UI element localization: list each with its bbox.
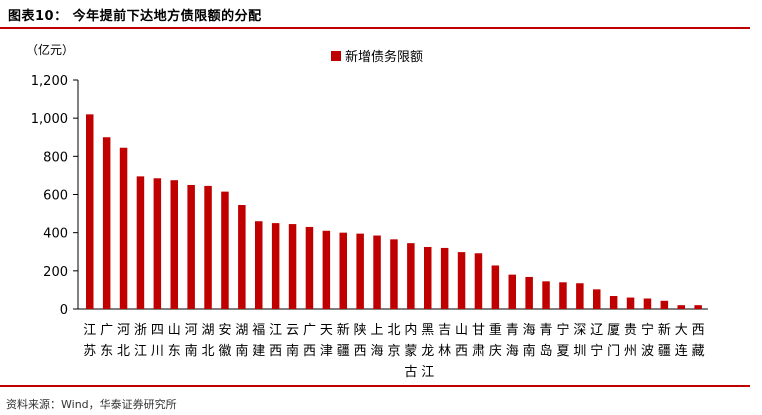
bar bbox=[390, 239, 398, 309]
x-category-label: 吉林 bbox=[438, 323, 451, 359]
y-axis: 0 200 400 600 800 1,000 1,200 bbox=[31, 74, 708, 318]
bar bbox=[491, 265, 500, 309]
x-category-label: 天津 bbox=[320, 323, 333, 359]
x-category-label: 新疆 bbox=[337, 322, 350, 359]
x-category-label: 广西 bbox=[303, 323, 316, 359]
x-category-label: 黑龙江 bbox=[421, 323, 434, 380]
x-category-label: 云南 bbox=[286, 323, 299, 359]
bar bbox=[187, 184, 195, 309]
x-category-label: 厦门 bbox=[607, 323, 620, 359]
bar bbox=[102, 137, 111, 309]
x-category-label: 湖北 bbox=[202, 323, 215, 359]
x-category-label: 安徽 bbox=[218, 323, 231, 359]
y-tick-label: 0 bbox=[60, 303, 68, 318]
x-category-label: 宁波 bbox=[641, 322, 654, 359]
top-divider bbox=[0, 27, 750, 29]
bar bbox=[593, 289, 601, 309]
bar bbox=[255, 221, 263, 309]
bar bbox=[170, 180, 178, 309]
x-category-label: 大连 bbox=[675, 323, 688, 359]
bar bbox=[626, 297, 635, 309]
legend-swatch bbox=[331, 51, 341, 61]
x-category-label: 湖南 bbox=[235, 323, 248, 359]
bar bbox=[525, 276, 533, 309]
figure-title: 图表10： 今年提前下达地方债限额的分配 bbox=[8, 9, 262, 24]
bar bbox=[271, 223, 280, 309]
y-tick-label: 1,200 bbox=[31, 74, 68, 89]
x-category-label: 福建 bbox=[252, 323, 265, 359]
x-category-label: 河南 bbox=[185, 323, 198, 359]
y-tick-label: 400 bbox=[43, 227, 68, 242]
source-note: 资料来源：Wind，华泰证券研究所 bbox=[6, 398, 177, 411]
x-category-label: 上海 bbox=[371, 323, 384, 359]
bar bbox=[440, 247, 449, 309]
y-tick-label: 600 bbox=[43, 189, 68, 204]
x-category-label: 江西 bbox=[269, 323, 282, 359]
bar-chart: （亿元） 新增债务限额 0 200 400 600 800 1,000 1,200 江苏广东… bbox=[26, 42, 708, 380]
x-category-label: 贵州 bbox=[624, 323, 637, 359]
bar bbox=[576, 283, 584, 309]
bar bbox=[694, 305, 702, 309]
bar bbox=[677, 305, 685, 309]
bottom-divider bbox=[0, 385, 750, 387]
bar bbox=[457, 252, 466, 309]
x-category-label: 青岛 bbox=[540, 323, 553, 359]
bar bbox=[86, 114, 94, 309]
x-category-label: 宁夏 bbox=[556, 322, 569, 359]
y-unit-label: （亿元） bbox=[26, 42, 74, 57]
bar bbox=[238, 204, 246, 309]
x-category-label: 北京 bbox=[387, 323, 400, 359]
bar bbox=[153, 178, 162, 309]
bar bbox=[542, 281, 550, 309]
bar bbox=[356, 233, 364, 309]
y-tick-label: 800 bbox=[43, 150, 68, 165]
x-category-label: 西藏 bbox=[692, 323, 705, 359]
bar bbox=[322, 230, 331, 309]
bar bbox=[508, 274, 516, 309]
bar bbox=[221, 191, 229, 309]
bar bbox=[339, 232, 347, 309]
x-category-label: 新疆 bbox=[658, 322, 671, 359]
bar bbox=[424, 246, 432, 309]
bar bbox=[660, 300, 669, 309]
bar bbox=[474, 253, 483, 309]
x-category-label: 山东 bbox=[168, 323, 181, 359]
bar bbox=[407, 243, 415, 309]
bar bbox=[288, 224, 297, 309]
x-category-label: 陕西 bbox=[354, 323, 367, 359]
legend: 新增债务限额 bbox=[331, 49, 423, 65]
x-category-label: 山西 bbox=[455, 323, 468, 359]
bars bbox=[86, 114, 702, 309]
bar bbox=[609, 296, 618, 309]
x-category-label: 浙江 bbox=[134, 323, 147, 359]
x-axis-labels: 江苏广东河北浙江四川山东河南湖北安徽湖南福建江西云南广西天津新疆陕西上海北京内蒙… bbox=[83, 322, 704, 380]
bar bbox=[559, 282, 567, 309]
x-category-label: 内蒙古 bbox=[404, 322, 417, 380]
x-category-label: 河北 bbox=[117, 323, 130, 359]
y-tick-label: 1,000 bbox=[31, 112, 68, 127]
x-category-label: 广东 bbox=[100, 323, 113, 359]
bar bbox=[119, 147, 128, 309]
x-category-label: 青海 bbox=[506, 323, 519, 359]
x-category-label: 甘肃 bbox=[472, 323, 485, 359]
bar bbox=[305, 226, 314, 309]
bar bbox=[136, 176, 145, 309]
x-category-label: 辽宁 bbox=[590, 323, 603, 359]
bar bbox=[373, 235, 381, 309]
bar bbox=[643, 298, 652, 309]
x-category-label: 江苏 bbox=[83, 323, 96, 359]
bar bbox=[204, 185, 212, 309]
x-category-label: 四川 bbox=[151, 323, 164, 359]
legend-label: 新增债务限额 bbox=[345, 49, 423, 65]
x-category-label: 重庆 bbox=[489, 322, 502, 359]
x-category-label: 海南 bbox=[523, 323, 536, 359]
x-category-label: 深圳 bbox=[573, 323, 586, 359]
y-tick-label: 200 bbox=[43, 265, 68, 280]
